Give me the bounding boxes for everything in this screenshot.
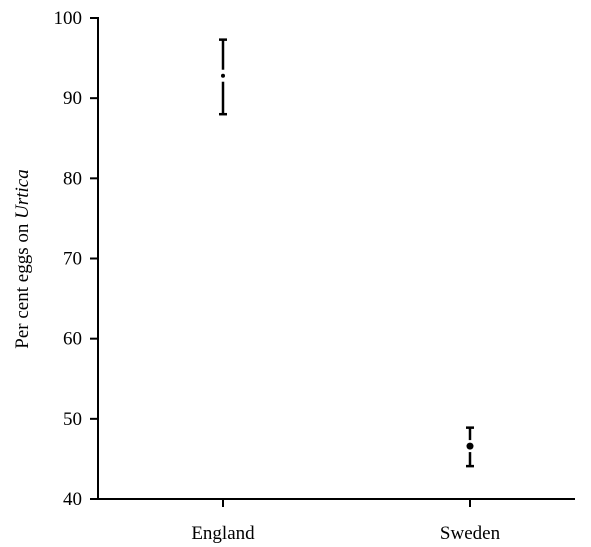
- y-tick-label: 90: [63, 88, 82, 109]
- y-ticks: 40 50 60 70 80 90 100: [54, 8, 98, 510]
- y-tick-label: 80: [63, 168, 82, 189]
- data-marks: [219, 38, 474, 468]
- y-tick-label: 60: [63, 329, 82, 350]
- y-tick-label: 40: [63, 489, 82, 510]
- y-tick-label: 50: [63, 409, 82, 430]
- x-ticks: England Sweden: [191, 499, 501, 544]
- y-tick-label: 70: [63, 249, 82, 270]
- x-tick-label: Sweden: [440, 523, 501, 544]
- y-axis-title-part-0: Per cent eggs on: [12, 219, 33, 349]
- data-point-group: [219, 38, 227, 116]
- y-tick-label: 100: [54, 8, 83, 29]
- y-axis-title-part-1: Urtica: [12, 169, 33, 219]
- y-axis-title: Per cent eggs on Urtica: [12, 169, 33, 348]
- x-tick-label: England: [191, 523, 255, 544]
- data-point: [466, 442, 474, 450]
- data-point-group: [466, 426, 474, 468]
- axes: [97, 17, 575, 500]
- svg-text:Per cent eggs on Urtica: Per cent eggs on Urtica: [12, 169, 33, 348]
- data-point: [221, 73, 225, 78]
